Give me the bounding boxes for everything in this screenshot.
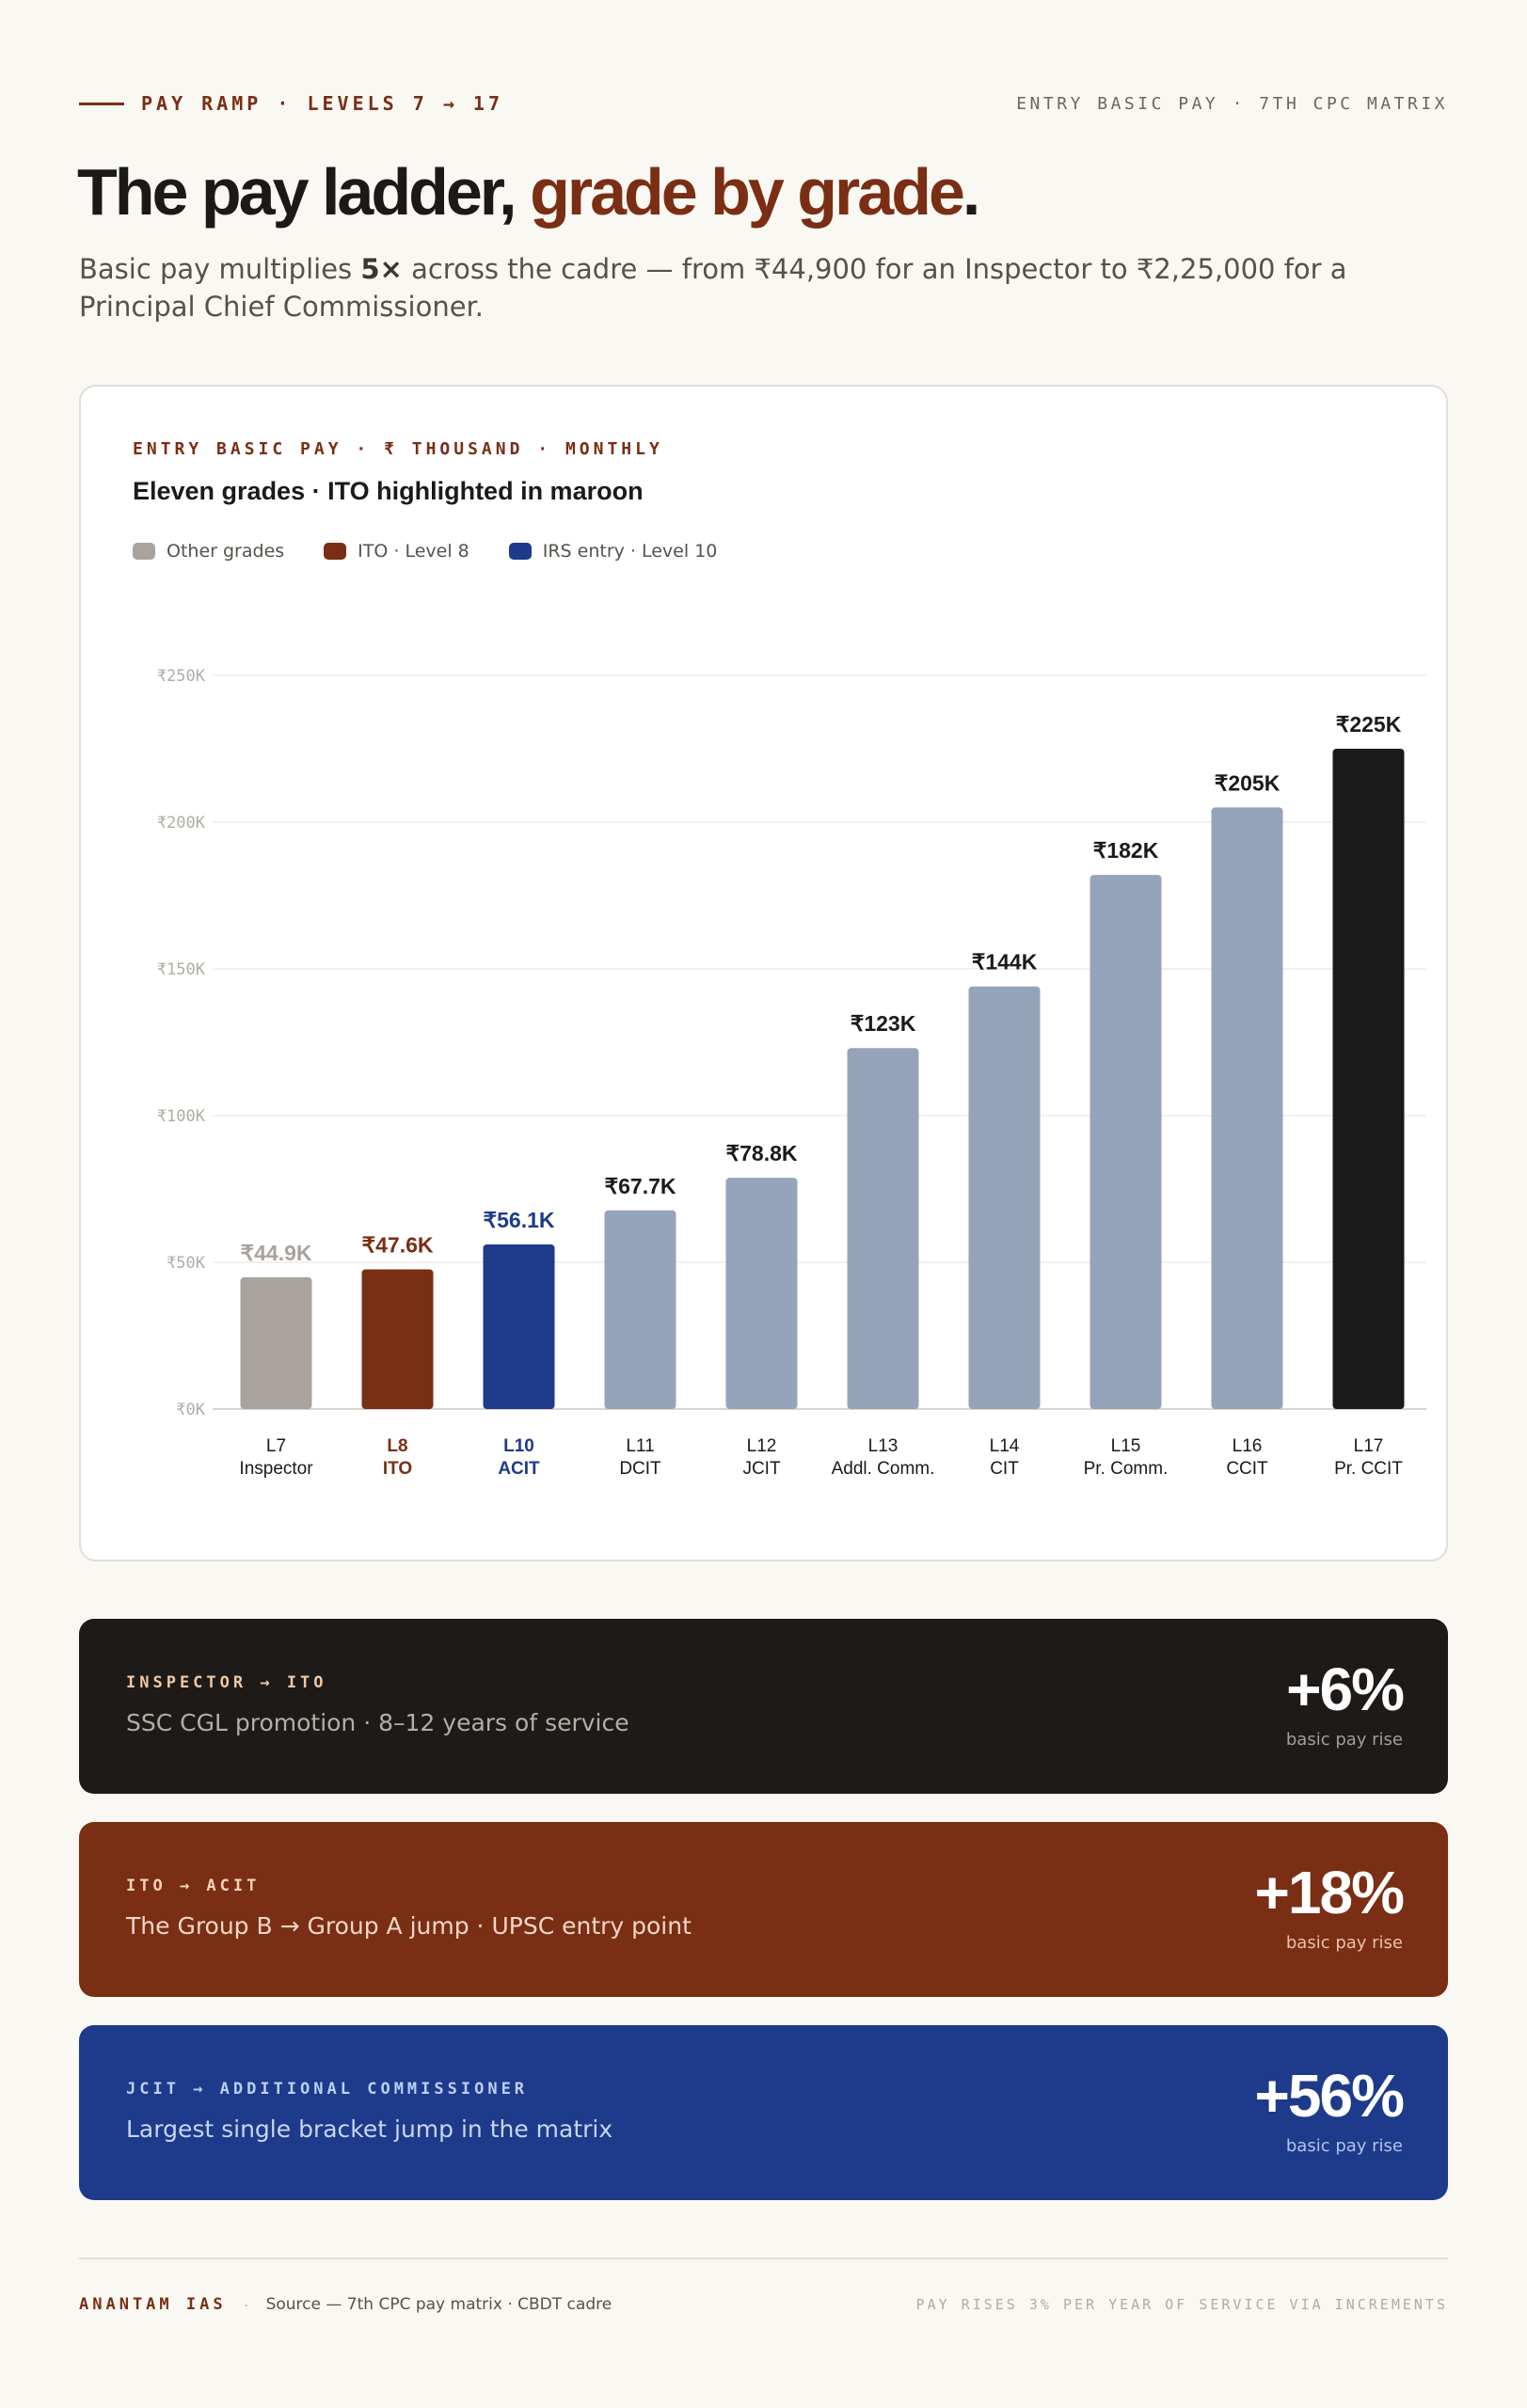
- bar-value-label: ₹225K: [1336, 712, 1402, 737]
- legend-item-irs: IRS entry · Level 10: [508, 541, 718, 562]
- bar-value-label: ₹47.6K: [361, 1232, 433, 1257]
- x-tick-level: L7: [266, 1436, 286, 1456]
- bar-l7: [240, 1276, 312, 1409]
- rise-band-jcit-addl: JCIT → ADDITIONAL COMMISSIONER Largest s…: [79, 2025, 1448, 2200]
- title-end: .: [962, 155, 981, 229]
- band-value: +56%: [1254, 2062, 1405, 2130]
- band-description: SSC CGL promotion · 8–12 years of servic…: [126, 1709, 629, 1736]
- legend-item-other: Other grades: [133, 541, 284, 562]
- y-tick-label: ₹250K: [157, 667, 206, 686]
- band-caption: basic pay rise: [1285, 1730, 1403, 1750]
- rise-band-inspector-ito: INSPECTOR → ITO SSC CGL promotion · 8–12…: [79, 1619, 1448, 1794]
- x-tick-level: L11: [626, 1436, 654, 1456]
- x-tick-name: Pr. CCIT: [1334, 1459, 1403, 1479]
- eyebrow: PAY RAMP · LEVELS 7 → 17: [79, 92, 503, 115]
- bar-l13: [847, 1048, 919, 1409]
- footer-left: ANANTAM IAS · Source — 7th CPC pay matri…: [79, 2295, 612, 2315]
- footer-divider: [79, 2258, 1448, 2259]
- eyebrow-text: PAY RAMP · LEVELS 7 → 17: [141, 92, 503, 115]
- bar-value-label: ₹205K: [1215, 770, 1280, 795]
- bar-l16: [1211, 807, 1283, 1409]
- x-tick-name: JCIT: [742, 1459, 781, 1479]
- page-title: The pay ladder, grade by grade.: [77, 154, 981, 230]
- x-tick-level: L17: [1354, 1436, 1384, 1456]
- legend-swatch-irs: [508, 543, 532, 560]
- x-tick-name: ACIT: [498, 1459, 540, 1479]
- x-tick-name: DCIT: [619, 1459, 661, 1479]
- top-right-label: ENTRY BASIC PAY · 7TH CPC MATRIX: [1016, 93, 1448, 114]
- band-value: +6%: [1286, 1656, 1405, 1723]
- band-caption: basic pay rise: [1285, 1933, 1403, 1953]
- bar-value-label: ₹182K: [1093, 838, 1159, 863]
- bar-l8: [361, 1269, 434, 1409]
- bar-l15: [1090, 875, 1162, 1409]
- legend-swatch-ito: [324, 543, 347, 560]
- band-eyebrow: INSPECTOR → ITO: [126, 1673, 327, 1692]
- legend-label-other: Other grades: [167, 541, 285, 562]
- x-tick-level: L10: [503, 1436, 534, 1456]
- footer: ANANTAM IAS · Source — 7th CPC pay matri…: [79, 2293, 1448, 2316]
- bar-value-label: ₹123K: [851, 1011, 916, 1036]
- y-tick-label: ₹150K: [157, 960, 206, 979]
- y-tick-label: ₹50K: [167, 1254, 206, 1273]
- chart-card: ENTRY BASIC PAY · ₹ THOUSAND · MONTHLY E…: [79, 385, 1448, 1561]
- legend-item-ito: ITO · Level 8: [324, 541, 469, 562]
- x-tick-level: L16: [1233, 1436, 1263, 1456]
- subtitle-after: across the cadre — from ₹44,900 for an I…: [79, 253, 1347, 323]
- band-eyebrow: JCIT → ADDITIONAL COMMISSIONER: [126, 2080, 529, 2099]
- legend-swatch-other: [133, 543, 155, 560]
- bar-value-label: ₹44.9K: [240, 1241, 311, 1265]
- x-tick-level: L13: [868, 1436, 899, 1456]
- y-tick-label: ₹200K: [157, 814, 206, 832]
- band-value: +18%: [1254, 1859, 1405, 1926]
- bar-value-label: ₹56.1K: [483, 1208, 554, 1232]
- bar-value-label: ₹144K: [972, 950, 1038, 974]
- eyebrow-rule: [79, 102, 124, 105]
- y-tick-label: ₹100K: [157, 1107, 206, 1126]
- y-tick-label: ₹0K: [176, 1401, 205, 1419]
- x-tick-name: ITO: [383, 1459, 412, 1479]
- band-description: The Group B → Group A jump · UPSC entry …: [126, 1912, 692, 1940]
- bar-value-label: ₹78.8K: [725, 1141, 797, 1165]
- x-tick-name: Addl. Comm.: [832, 1459, 935, 1479]
- x-tick-level: L12: [747, 1436, 777, 1456]
- title-accent: grade by grade: [530, 155, 965, 229]
- x-tick-level: L14: [990, 1436, 1020, 1456]
- footer-separator: ·: [243, 2294, 249, 2314]
- rise-band-ito-acit: ITO → ACIT The Group B → Group A jump · …: [79, 1822, 1448, 1997]
- footer-note: PAY RISES 3% PER YEAR OF SERVICE VIA INC…: [915, 2296, 1448, 2313]
- legend-label-irs: IRS entry · Level 10: [542, 541, 718, 562]
- bar-chart: ₹0K ₹50K ₹100K ₹150K ₹200K ₹250K ₹44.9K L7 Inspe…: [157, 667, 1426, 1479]
- brand-name: ANANTAM IAS: [79, 2295, 227, 2314]
- chart-eyebrow: ENTRY BASIC PAY · ₹ THOUSAND · MONTHLY: [133, 439, 663, 459]
- top-bar: PAY RAMP · LEVELS 7 → 17 ENTRY BASIC PAY…: [79, 90, 1448, 117]
- bar-l17: [1332, 749, 1405, 1409]
- bar-l14: [968, 986, 1041, 1409]
- x-tick-name: CCIT: [1226, 1459, 1268, 1479]
- title-main: The pay ladder,: [77, 155, 531, 229]
- x-tick-name: CIT: [990, 1459, 1019, 1479]
- subtitle-bold: 5×: [360, 253, 403, 285]
- x-tick-name: Inspector: [239, 1459, 313, 1479]
- source-note: Source — 7th CPC pay matrix · CBDT cadre: [265, 2295, 612, 2314]
- legend-label-ito: ITO · Level 8: [358, 541, 469, 562]
- x-tick-level: L8: [387, 1436, 407, 1456]
- bar-l10: [483, 1244, 555, 1409]
- band-eyebrow: ITO → ACIT: [126, 1877, 261, 1895]
- band-caption: basic pay rise: [1285, 2136, 1403, 2156]
- subtitle-before: Basic pay multiplies: [79, 253, 361, 285]
- band-description: Largest single bracket jump in the matri…: [126, 2115, 613, 2143]
- chart-title: Eleven grades · ITO highlighted in maroo…: [133, 477, 644, 505]
- subtitle: Basic pay multiplies 5× across the cadre…: [79, 250, 1434, 325]
- x-tick-level: L15: [1111, 1436, 1141, 1456]
- bar-value-label: ₹67.7K: [604, 1174, 676, 1198]
- bar-l11: [604, 1210, 676, 1409]
- chart-legend: Other grades ITO · Level 8 IRS entry · L…: [133, 541, 717, 562]
- x-tick-name: Pr. Comm.: [1084, 1459, 1169, 1479]
- bar-l12: [725, 1178, 798, 1409]
